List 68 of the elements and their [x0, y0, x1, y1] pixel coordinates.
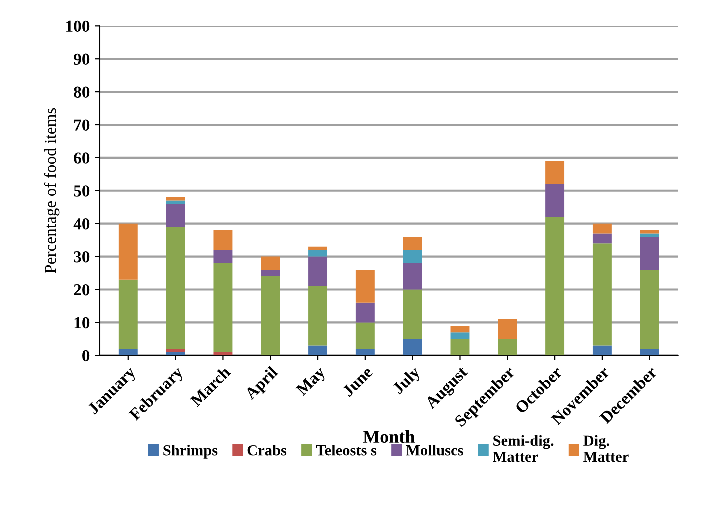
bar: [118, 349, 138, 356]
bar: [214, 230, 233, 250]
x-tick-label: May: [296, 366, 329, 399]
bar: [498, 319, 518, 340]
bar: [166, 349, 186, 352]
y-tick-label: 40: [74, 218, 90, 230]
bar: [546, 184, 565, 218]
bar: [166, 200, 186, 204]
y-axis-title: Percentage of food items: [44, 108, 60, 274]
bar: [308, 346, 328, 356]
y-tick-label: 70: [74, 120, 90, 131]
bar: [261, 256, 280, 270]
bar: [308, 256, 328, 286]
bar: [356, 322, 375, 350]
x-axis-title: Month: [363, 430, 415, 444]
y-tick-label: 0: [82, 350, 90, 362]
y-tick-label: 50: [74, 186, 90, 197]
legend-label: Dig. Matter: [584, 435, 629, 462]
bar: [403, 237, 422, 250]
bar: [166, 227, 186, 350]
bar: [308, 286, 328, 346]
y-tick-label: 60: [74, 152, 90, 164]
bar: [592, 346, 612, 356]
bar: [592, 224, 612, 234]
bar: [356, 349, 375, 356]
y-tick-label: 10: [74, 317, 90, 329]
y-tick-label: 80: [74, 86, 90, 98]
bar: [592, 244, 612, 346]
bar: [261, 276, 280, 356]
bar: [118, 224, 138, 280]
bar: [308, 250, 328, 257]
bar: [450, 326, 470, 333]
bar: [356, 270, 375, 303]
bar: [166, 204, 186, 228]
bar: [214, 263, 233, 352]
bar: [403, 250, 422, 264]
legend-label: Shrimps: [164, 444, 218, 459]
bar: [498, 339, 518, 356]
bar: [214, 250, 233, 264]
bar: [450, 339, 470, 356]
bar: [640, 237, 660, 270]
bar: [118, 280, 138, 350]
y-tick-label: 30: [74, 251, 90, 263]
bar: [640, 230, 660, 234]
bar: [546, 161, 565, 184]
bar: [308, 246, 328, 250]
x-tick-label: July: [392, 365, 424, 398]
legend-label: Semi-dig. Matter: [493, 435, 554, 462]
y-tick-label: 90: [74, 54, 90, 66]
bar: [214, 352, 233, 356]
bar: [640, 349, 660, 356]
bar: [640, 270, 660, 350]
bar: [640, 234, 660, 238]
bar: [166, 352, 186, 356]
legend-label: Molluscs: [406, 444, 464, 456]
y-tick-label: 100: [66, 20, 90, 32]
y-tick-label: 20: [74, 284, 90, 296]
bar: [356, 302, 375, 323]
bar: [403, 290, 422, 340]
bar: [592, 234, 612, 244]
legend-label: Teleosts s: [316, 444, 377, 456]
bar: [403, 339, 422, 356]
legend-label: Crabs: [248, 444, 287, 456]
bar: [166, 197, 186, 201]
bar: [546, 217, 565, 356]
bar: [403, 263, 422, 290]
bar: [450, 332, 470, 340]
bar: [261, 270, 280, 277]
